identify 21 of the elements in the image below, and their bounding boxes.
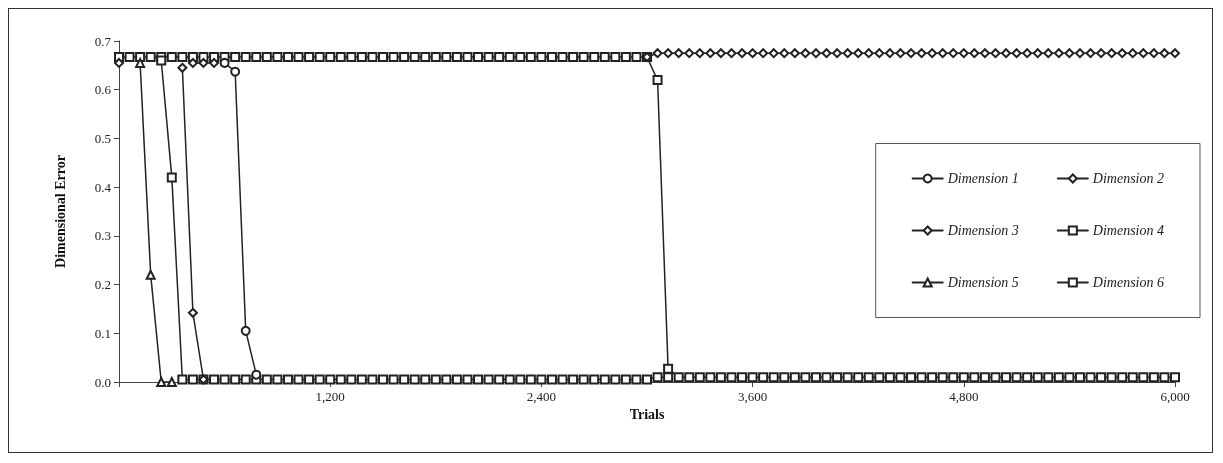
y-tick-label: 0.7 [94, 33, 112, 49]
legend-label: Dimension 3 [946, 223, 1019, 238]
x-tick-label: 1,200 [315, 389, 345, 404]
legend-label: Dimension 2 [1091, 171, 1165, 186]
x-tick-label: 6,000 [1160, 389, 1190, 404]
legend-label: Dimension 1 [946, 171, 1019, 186]
legend-label: Dimension 6 [1091, 275, 1165, 290]
x-tick-label: 2,400 [526, 389, 557, 404]
y-tick-label: 0.2 [94, 277, 111, 293]
x-axis-title: Trials [629, 407, 665, 423]
y-axis-title: Dimensional Error [52, 155, 68, 268]
x-tick-label: 4,800 [949, 389, 979, 404]
legend-label: Dimension 4 [1091, 223, 1165, 238]
y-tick-label: 0.0 [94, 374, 111, 390]
y-tick-label: 0.4 [94, 179, 112, 195]
legend-label: Dimension 5 [946, 275, 1019, 290]
y-tick-label: 0.3 [94, 228, 111, 244]
y-tick-label: 0.1 [94, 325, 111, 341]
x-tick-label: 3,600 [737, 389, 768, 404]
y-tick-label: 0.6 [94, 82, 112, 98]
y-tick-label: 0.5 [94, 130, 111, 146]
